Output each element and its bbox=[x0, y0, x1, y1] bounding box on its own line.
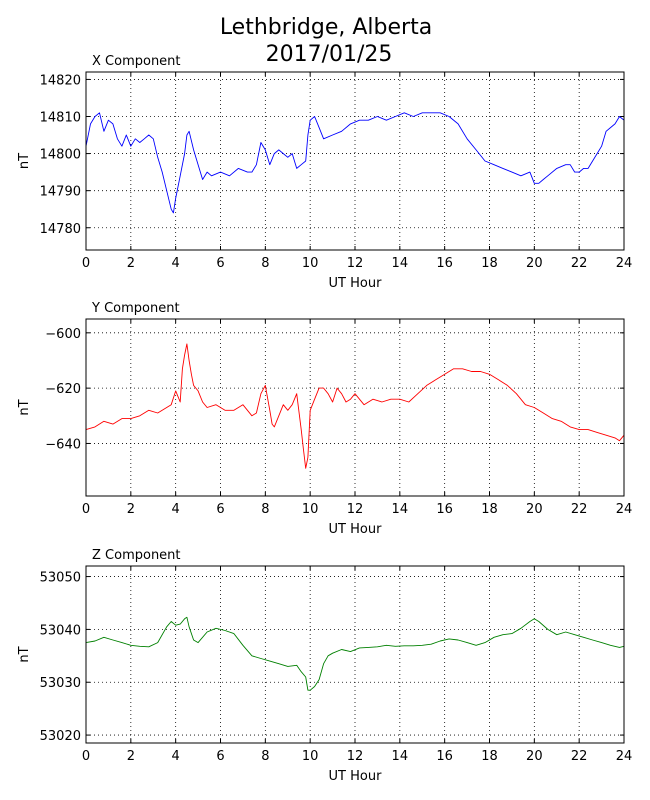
y-tick-label: 53050 bbox=[40, 571, 81, 586]
x-tick-label: 12 bbox=[347, 256, 364, 271]
x-tick-label: 10 bbox=[302, 749, 319, 764]
x-axis-label: UT Hour bbox=[329, 522, 383, 537]
x-tick-label: 20 bbox=[526, 502, 543, 517]
x-tick-label: 10 bbox=[302, 256, 319, 271]
x-tick-label: 8 bbox=[261, 256, 269, 271]
x-tick-label: 2 bbox=[127, 502, 135, 517]
x-tick-label: 22 bbox=[571, 256, 588, 271]
figure-title-line2: 2017/01/25 bbox=[266, 42, 393, 67]
y-tick-label: 53020 bbox=[40, 729, 81, 744]
figure-title-line1: Lethbridge, Alberta bbox=[220, 15, 432, 40]
x-tick-label: 10 bbox=[302, 502, 319, 517]
plot-frame bbox=[85, 318, 625, 497]
x-tick-label: 12 bbox=[347, 502, 364, 517]
plot-frame bbox=[85, 565, 625, 744]
x-tick-label: 0 bbox=[82, 749, 90, 764]
x-tick-label: 8 bbox=[261, 502, 269, 517]
y-tick-label: 14780 bbox=[40, 222, 81, 237]
x-tick-label: 6 bbox=[216, 749, 224, 764]
x-tick-label: 0 bbox=[82, 256, 90, 271]
x-tick-label: 4 bbox=[172, 256, 180, 271]
x-tick-label: 14 bbox=[392, 749, 409, 764]
series-line-1 bbox=[85, 112, 625, 214]
plot-frame bbox=[85, 71, 625, 251]
x-tick-label: 18 bbox=[481, 749, 498, 764]
x-axis-label: UT Hour bbox=[329, 769, 383, 784]
series-line-1 bbox=[85, 343, 625, 469]
x-tick-label: 0 bbox=[82, 502, 90, 517]
x-tick-label: 22 bbox=[571, 502, 588, 517]
x-axis-label: UT Hour bbox=[329, 276, 383, 291]
y-axis-label: nT bbox=[17, 399, 32, 415]
x-tick-label: 6 bbox=[216, 502, 224, 517]
y-tick-label: 53030 bbox=[40, 676, 81, 691]
y-tick-label: 14820 bbox=[40, 73, 81, 88]
x-tick-label: 16 bbox=[436, 256, 453, 271]
panel-title: X Component bbox=[92, 54, 181, 69]
panel-title: Z Component bbox=[92, 548, 181, 563]
x-tick-label: 18 bbox=[481, 502, 498, 517]
x-tick-label: 2 bbox=[127, 256, 135, 271]
x-tick-label: 22 bbox=[571, 749, 588, 764]
x-tick-label: 2 bbox=[127, 749, 135, 764]
y-tick-label: 14790 bbox=[40, 185, 81, 200]
x-tick-label: 6 bbox=[216, 256, 224, 271]
x-tick-label: 18 bbox=[481, 256, 498, 271]
x-tick-label: 14 bbox=[392, 502, 409, 517]
x-tick-label: 4 bbox=[172, 502, 180, 517]
x-tick-label: 16 bbox=[436, 749, 453, 764]
x-tick-label: 14 bbox=[392, 256, 409, 271]
x-tick-label: 8 bbox=[261, 749, 269, 764]
y-axis-label: nT bbox=[17, 153, 32, 169]
y-tick-label: −640 bbox=[45, 437, 81, 452]
x-tick-label: 16 bbox=[436, 502, 453, 517]
y-tick-label: 14800 bbox=[40, 148, 81, 163]
y-tick-label: 53040 bbox=[40, 623, 81, 638]
panel-title: Y Component bbox=[91, 301, 180, 316]
y-tick-label: −620 bbox=[45, 382, 81, 397]
x-tick-label: 20 bbox=[526, 256, 543, 271]
x-tick-label: 12 bbox=[347, 749, 364, 764]
series-line-1 bbox=[85, 616, 625, 691]
y-tick-label: 14810 bbox=[40, 111, 81, 126]
x-tick-label: 24 bbox=[616, 749, 633, 764]
y-axis-label: nT bbox=[17, 646, 32, 662]
x-tick-label: 4 bbox=[172, 749, 180, 764]
x-tick-label: 20 bbox=[526, 749, 543, 764]
x-tick-label: 24 bbox=[616, 256, 633, 271]
x-tick-label: 24 bbox=[616, 502, 633, 517]
y-tick-label: −600 bbox=[45, 327, 81, 342]
